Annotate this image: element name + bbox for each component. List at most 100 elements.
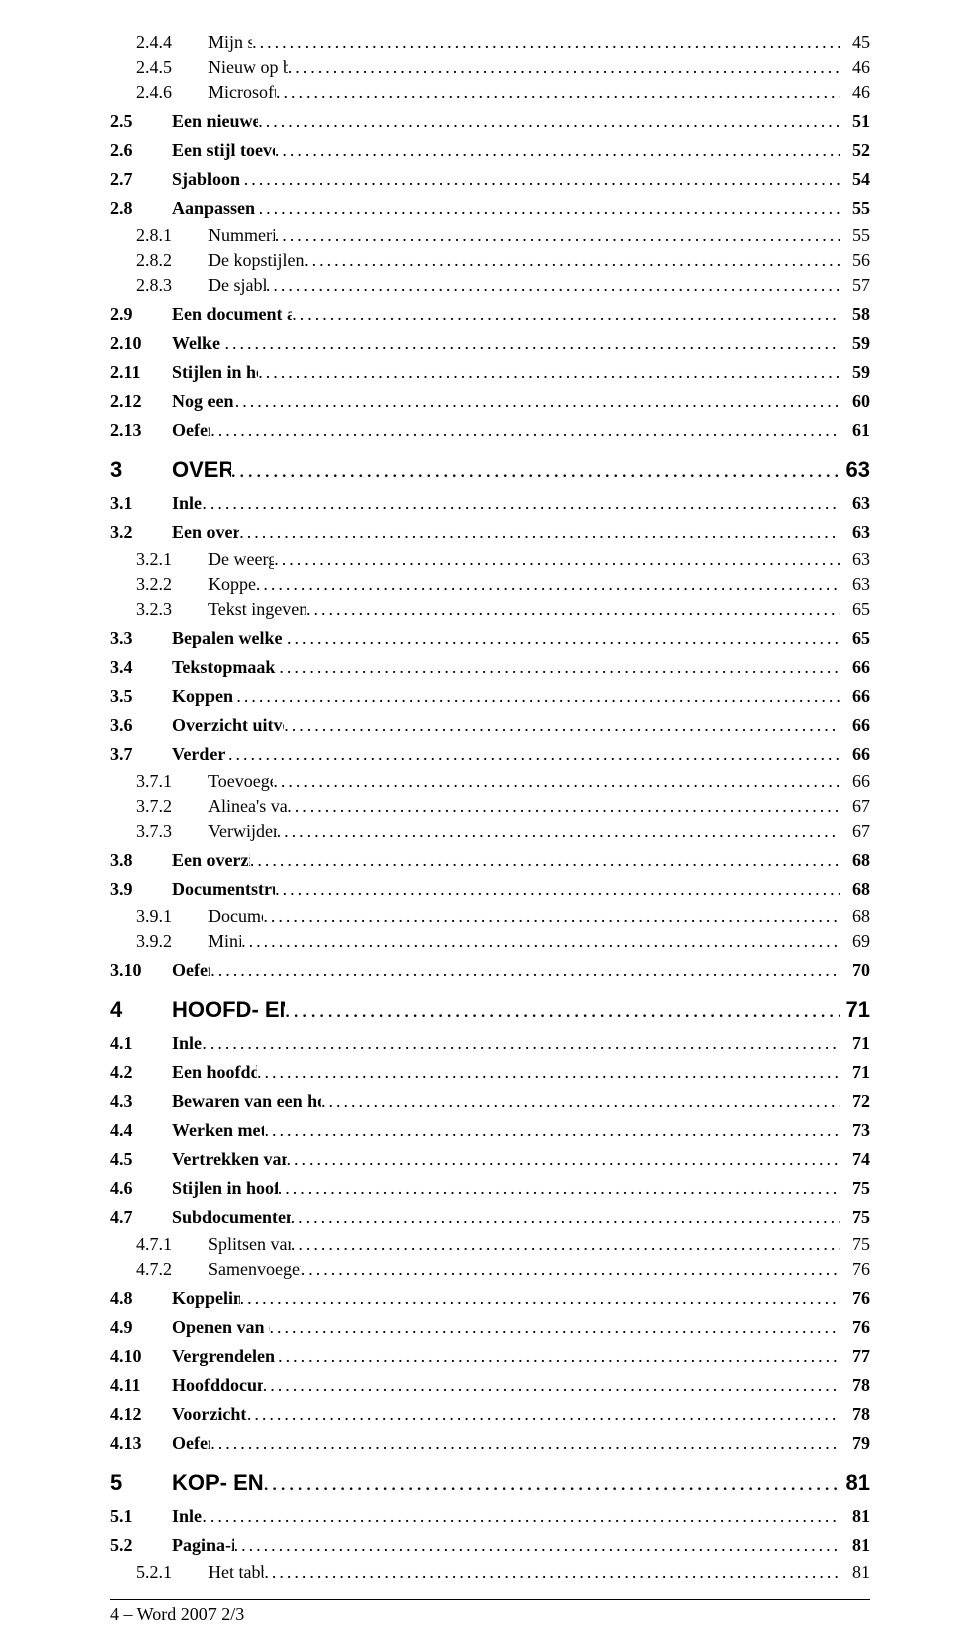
toc-entry-page: 65 <box>840 599 870 620</box>
toc-entry-number: 4.4 <box>110 1120 172 1141</box>
toc-entry-page: 46 <box>840 57 870 78</box>
toc-entry-label: Welke opmaak? <box>172 333 225 354</box>
toc-entry-label: Openen van een hoofddocument <box>172 1317 270 1338</box>
toc-entry: 2.11Stijlen in het opmaakgebied59 <box>110 360 870 385</box>
toc-leader-dots <box>276 82 840 103</box>
toc-entry-label: De weergave Overzicht <box>208 549 274 570</box>
toc-leader-dots <box>202 1506 840 1527</box>
toc-entry: 5.1Inleiding81 <box>110 1504 870 1529</box>
toc-entry-number: 3.9.2 <box>136 931 208 952</box>
toc-entry-page: 70 <box>840 960 870 981</box>
toc-entry-label: Miniaturen <box>208 931 241 952</box>
toc-entry-label: Toevoegen van alinea's <box>208 771 273 792</box>
toc-entry-page: 66 <box>840 715 870 736</box>
toc-entry-label: Samenvoegen van subdocumenten <box>208 1259 301 1280</box>
toc-entry-label: Werken met een subdocument <box>172 1120 264 1141</box>
toc-leader-dots <box>202 493 840 514</box>
toc-entry-label: Nieuw op basis van bestaand <box>208 57 288 78</box>
toc-entry-page: 76 <box>840 1259 870 1280</box>
toc-entry: 3.2.3Tekst ingeven in overzichtsweergave… <box>110 597 870 622</box>
toc-leader-dots <box>239 522 840 543</box>
toc-leader-dots <box>263 1375 840 1396</box>
toc-entry-number: 3.2.3 <box>136 599 208 620</box>
toc-leader-dots <box>275 879 840 900</box>
toc-leader-dots <box>292 304 840 325</box>
toc-entry-page: 76 <box>840 1288 870 1309</box>
toc-entry-label: Mijn sjablonen <box>208 32 252 53</box>
toc-entry-number: 4.7 <box>110 1207 172 1228</box>
toc-leader-dots <box>258 111 840 132</box>
toc-entry-label: Verder bewerken <box>172 744 228 765</box>
toc-entry-number: 2.4.6 <box>136 82 208 103</box>
toc-leader-dots <box>270 1317 840 1338</box>
toc-entry: 3.7Verder bewerken66 <box>110 742 870 767</box>
toc-entry: 3.9.1Documentstructuur68 <box>110 904 870 929</box>
toc-leader-dots <box>234 1535 840 1556</box>
toc-entry-page: 66 <box>840 657 870 678</box>
toc-entry-number: 5.2.1 <box>136 1562 208 1583</box>
toc-leader-dots <box>284 715 840 736</box>
toc-entry-page: 72 <box>840 1091 870 1112</box>
toc-entry-label: Splitsen van een subdocument <box>208 1234 291 1255</box>
toc-leader-dots <box>210 420 840 441</box>
toc-entry: 2.10Welke opmaak?59 <box>110 331 870 356</box>
toc-entry-page: 63 <box>840 574 870 595</box>
toc-entry-number: 4.2 <box>110 1062 172 1083</box>
toc-entry: 2.4.5Nieuw op basis van bestaand 46 <box>110 55 870 80</box>
toc-entry-label: Alinea's van niveau wijzigen <box>208 796 287 817</box>
toc-entry-number: 4.3 <box>110 1091 172 1112</box>
toc-entry-page: 68 <box>840 850 870 871</box>
toc-entry-page: 81 <box>840 1470 870 1496</box>
toc-entry-label: Het tabblad Marges <box>208 1562 264 1583</box>
toc-entry: 4.1Inleiding71 <box>110 1031 870 1056</box>
toc-entry-number: 2.11 <box>110 362 172 383</box>
toc-entry: 3.1Inleiding63 <box>110 491 870 516</box>
toc-entry-page: 66 <box>840 771 870 792</box>
toc-entry-page: 55 <box>840 225 870 246</box>
toc-leader-dots <box>236 686 840 707</box>
toc-entry-label: Vertrekken van bestaande documenten <box>172 1149 287 1170</box>
toc-entry: 4.10Vergrendelen van een subdocument77 <box>110 1344 870 1369</box>
toc-entry-number: 3.7.1 <box>136 771 208 792</box>
toc-entry-number: 3.9 <box>110 879 172 900</box>
toc-entry: 4.7.2Samenvoegen van subdocumenten76 <box>110 1257 870 1282</box>
toc-entry-page: 81 <box>840 1562 870 1583</box>
toc-leader-dots <box>285 997 840 1023</box>
toc-entry-number: 2.4.4 <box>136 32 208 53</box>
toc-entry-number: 3.7.2 <box>136 796 208 817</box>
toc-entry-number: 3.9.1 <box>136 906 208 927</box>
toc-entry-label: Oefeningen <box>172 1433 210 1454</box>
toc-leader-dots <box>291 1234 840 1255</box>
toc-entry-label: Koppen ingeven <box>208 574 256 595</box>
toc-leader-dots <box>264 1120 840 1141</box>
toc-leader-dots <box>210 1433 840 1454</box>
toc-entry: 2.7Sjabloon verwijderen?54 <box>110 167 870 192</box>
toc-leader-dots <box>240 1288 840 1309</box>
toc-leader-dots <box>228 744 840 765</box>
toc-entry-label: HOOFD- EN SUBDOCUMENTEN <box>172 997 285 1023</box>
toc-entry: 4.13Oefeningen79 <box>110 1431 870 1456</box>
toc-entry-page: 56 <box>840 250 870 271</box>
page-footer: 4 – Word 2007 2/3 <box>110 1599 870 1625</box>
toc-leader-dots <box>210 960 840 981</box>
toc-leader-dots <box>252 32 840 53</box>
toc-entry: 3.2.1De weergave Overzicht63 <box>110 547 870 572</box>
toc-leader-dots <box>274 549 840 570</box>
toc-entry-number: 3.8 <box>110 850 172 871</box>
toc-entry-label: Een stijl toevoegen in een sjabloon <box>172 140 275 161</box>
toc-entry-number: 2.4.5 <box>136 57 208 78</box>
toc-entry-label: KOP- EN VOETTEKSTEN <box>172 1470 263 1496</box>
toc-entry-number: 2.6 <box>110 140 172 161</box>
toc-entry: 2.4.6Microsoft Office Online46 <box>110 80 870 105</box>
toc-entry-number: 3.7.3 <box>136 821 208 842</box>
toc-leader-dots <box>321 1091 840 1112</box>
toc-entry: 2.8.3De sjabloon opslaan57 <box>110 273 870 298</box>
toc-leader-dots <box>241 931 840 952</box>
toc-entry-label: Verwijderen van alinea's <box>208 821 277 842</box>
toc-entry-label: Een hoofddocument maken <box>172 1062 257 1083</box>
toc-entry: 2.9Een document aan een sjabloon koppele… <box>110 302 870 327</box>
toc-entry-page: 54 <box>840 169 870 190</box>
toc-entry-label: Tekstopmaak in overzichtsweergave <box>172 657 279 678</box>
toc-entry-number: 4.8 <box>110 1288 172 1309</box>
toc-entry-number: 3.4 <box>110 657 172 678</box>
